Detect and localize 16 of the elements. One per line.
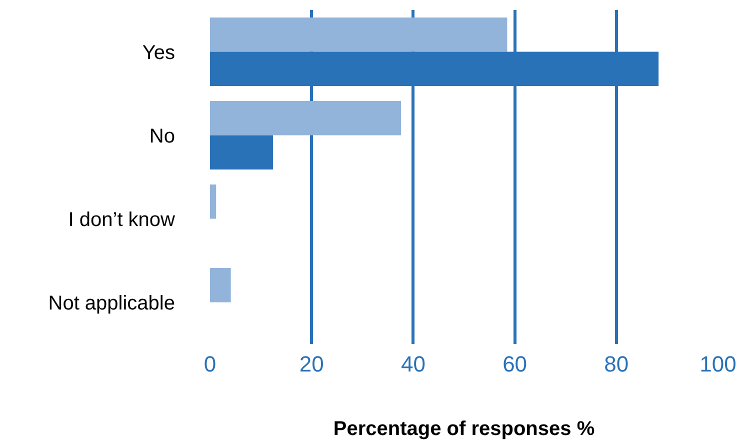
x-axis-title: Percentage of responses % [333, 418, 595, 440]
x-tick-label: 100 [700, 351, 736, 376]
y-tick-label: Not applicable [48, 292, 175, 314]
bar [210, 101, 402, 136]
bar [210, 18, 508, 52]
bar [210, 184, 216, 219]
x-tick-label: 0 [204, 351, 216, 376]
y-tick-label: I don’t know [68, 208, 176, 231]
x-tick-label: 60 [502, 351, 528, 376]
x-tick-label: 40 [400, 351, 426, 376]
y-tick-label: No [149, 125, 175, 148]
x-tick-label: 80 [604, 351, 629, 376]
bar [210, 268, 231, 302]
x-tick-label: 20 [299, 351, 324, 376]
bar [210, 135, 273, 170]
y-tick-label: Yes [142, 42, 175, 64]
